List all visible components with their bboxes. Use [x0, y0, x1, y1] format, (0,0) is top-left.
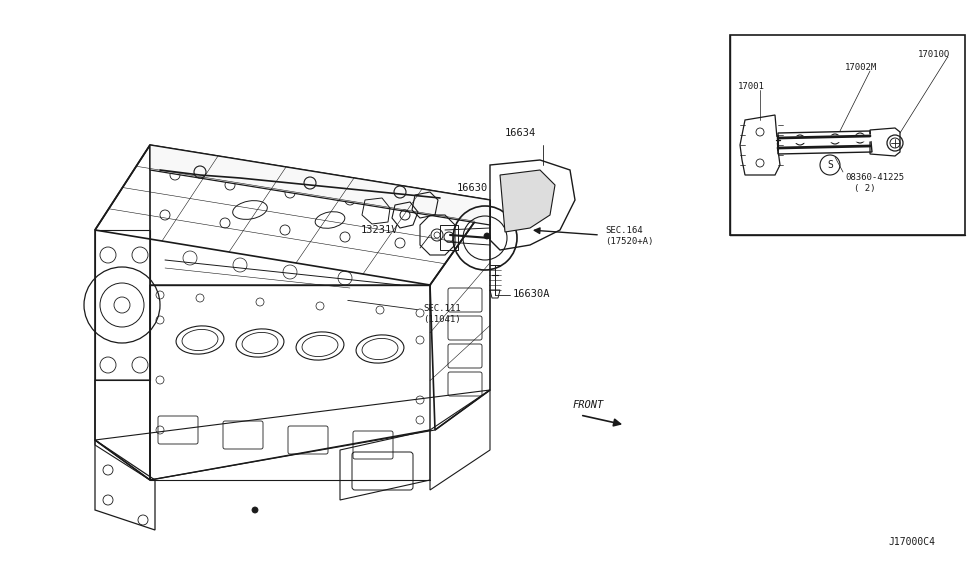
Text: 16630A: 16630A [513, 289, 551, 299]
Circle shape [252, 507, 258, 513]
Text: 16630: 16630 [456, 183, 488, 193]
Circle shape [484, 233, 490, 239]
Circle shape [833, 137, 837, 141]
Bar [730, 35, 965, 235]
Text: 17010Q: 17010Q [917, 50, 950, 59]
Text: 13231V: 13231V [361, 225, 398, 235]
Text: (11041): (11041) [423, 315, 460, 324]
Text: 16634: 16634 [504, 128, 535, 138]
Text: FRONT: FRONT [573, 400, 604, 410]
Text: SEC.111: SEC.111 [423, 304, 460, 313]
Polygon shape [150, 145, 490, 225]
Polygon shape [500, 170, 555, 232]
Text: 17001: 17001 [738, 82, 764, 91]
Text: 08360-41225: 08360-41225 [845, 173, 904, 182]
Circle shape [858, 136, 862, 140]
Text: ( 2): ( 2) [854, 184, 876, 193]
Text: (17520+A): (17520+A) [605, 237, 653, 246]
Text: SEC.164: SEC.164 [605, 226, 643, 235]
Text: 17002M: 17002M [845, 63, 878, 72]
Text: J17000C4: J17000C4 [888, 537, 935, 547]
Circle shape [798, 138, 802, 142]
Text: S: S [827, 160, 833, 170]
